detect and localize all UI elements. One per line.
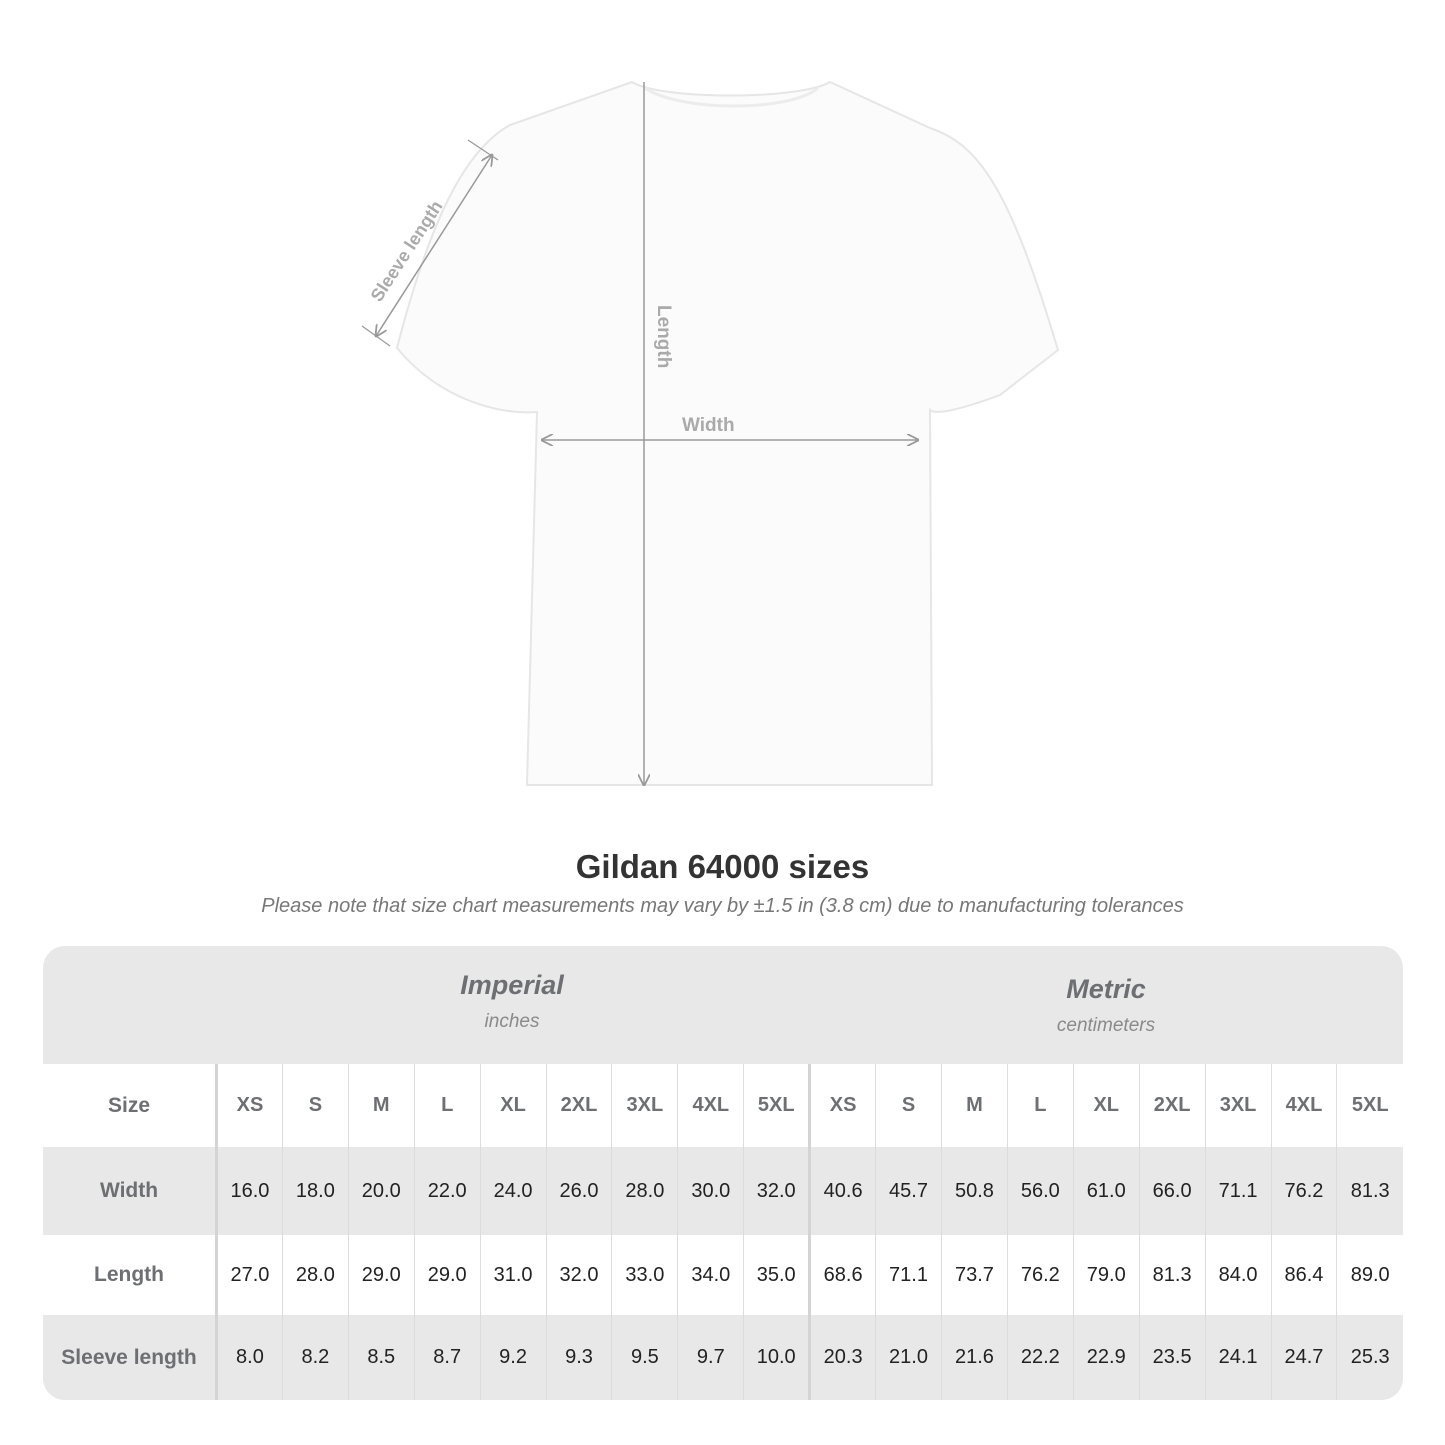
metric-value: 45.7: [875, 1147, 942, 1235]
imperial-size-3xl: 3XL: [611, 1064, 678, 1147]
imperial-title: Imperial: [460, 970, 564, 1000]
metric-value: 81.3: [1138, 1235, 1206, 1315]
metric-unit: centimeters: [1056, 1015, 1156, 1036]
size-header-row: Size XS S M L XL 2XL 3XL 4XL 5XL XS S M L XL 2XL 3XL 4XL 5…: [43, 1064, 1403, 1147]
imperial-value: 8.7: [413, 1315, 481, 1400]
imperial-value: 32.0: [545, 1235, 612, 1315]
imperial-value: 26.0: [545, 1147, 612, 1235]
imperial-size-5xl: 5XL: [743, 1064, 810, 1147]
metric-size-xs: XS: [808, 1064, 876, 1147]
imperial-value: 29.0: [413, 1235, 481, 1315]
imperial-value: 20.0: [347, 1147, 415, 1235]
imperial-value: 31.0: [479, 1235, 547, 1315]
width-label: Width: [682, 415, 735, 436]
imperial-header: Imperial inches: [215, 970, 809, 1088]
imperial-size-l: L: [413, 1064, 481, 1147]
imperial-value: 27.0: [216, 1235, 283, 1315]
table-row: Width 16.0 18.0 20.0 22.0 24.0 26.0 28.0 30.0 32.…: [43, 1147, 1403, 1235]
metric-value: 73.7: [940, 1235, 1008, 1315]
sleeve-arrow: [376, 155, 492, 336]
row-label: Length: [43, 1235, 218, 1315]
metric-value: 24.7: [1270, 1315, 1337, 1400]
imperial-value: 9.7: [677, 1315, 744, 1400]
metric-size-l: L: [1006, 1064, 1074, 1147]
metric-value: 61.0: [1072, 1147, 1140, 1235]
table-row: Length 27.0 28.0 29.0 29.0 31.0 32.0 33.0 34.0 35…: [43, 1235, 1403, 1315]
metric-title: Metric: [1066, 974, 1146, 1004]
tolerance-note: Please note that size chart measurements…: [261, 895, 1184, 917]
imperial-size-xs: XS: [216, 1064, 283, 1147]
imperial-value: 33.0: [611, 1235, 678, 1315]
metric-size-s: S: [875, 1064, 942, 1147]
imperial-size-4xl: 4XL: [677, 1064, 744, 1147]
imperial-value: 10.0: [743, 1315, 810, 1400]
imperial-size-m: M: [347, 1064, 415, 1147]
imperial-value: 9.3: [545, 1315, 612, 1400]
imperial-value: 32.0: [743, 1147, 810, 1235]
tshirt-diagram: Sleeve length Length Width: [361, 80, 1060, 830]
imperial-value: 9.2: [479, 1315, 547, 1400]
metric-size-m: M: [940, 1064, 1008, 1147]
metric-size-2xl: 2XL: [1138, 1064, 1206, 1147]
metric-value: 89.0: [1336, 1235, 1403, 1315]
metric-value: 23.5: [1138, 1315, 1206, 1400]
metric-size-3xl: 3XL: [1204, 1064, 1271, 1147]
metric-value: 40.6: [808, 1147, 876, 1235]
length-label: Length: [653, 305, 674, 368]
row-label: Width: [43, 1147, 218, 1235]
metric-value: 24.1: [1204, 1315, 1271, 1400]
imperial-size-s: S: [281, 1064, 349, 1147]
metric-size-5xl: 5XL: [1336, 1064, 1403, 1147]
metric-value: 22.2: [1006, 1315, 1074, 1400]
imperial-value: 16.0: [216, 1147, 283, 1235]
metric-value: 76.2: [1006, 1235, 1074, 1315]
imperial-value: 18.0: [281, 1147, 349, 1235]
metric-value: 56.0: [1006, 1147, 1074, 1235]
size-grid: Size XS S M L XL 2XL 3XL 4XL 5XL XS S M L XL 2XL 3XL 4XL 5…: [43, 1064, 1403, 1400]
metric-size-4xl: 4XL: [1270, 1064, 1337, 1147]
imperial-unit: inches: [484, 1011, 540, 1032]
metric-value: 21.6: [940, 1315, 1008, 1400]
metric-value: 25.3: [1336, 1315, 1403, 1400]
imperial-value: 8.0: [216, 1315, 283, 1400]
metric-value: 84.0: [1204, 1235, 1271, 1315]
imperial-value: 22.0: [413, 1147, 481, 1235]
metric-value: 21.0: [875, 1315, 942, 1400]
metric-header: Metric centimeters: [809, 974, 1403, 1092]
metric-value: 22.9: [1072, 1315, 1140, 1400]
table-row: Sleeve length 8.0 8.2 8.5 8.7 9.2 9.3 9.5 9.7 10.…: [43, 1315, 1403, 1400]
metric-value: 71.1: [875, 1235, 942, 1315]
size-table: Imperial inches Metric centimeters Size X…: [43, 946, 1403, 1400]
imperial-value: 28.0: [611, 1147, 678, 1235]
row-label: Sleeve length: [43, 1315, 218, 1400]
metric-value: 66.0: [1138, 1147, 1206, 1235]
metric-value: 71.1: [1204, 1147, 1271, 1235]
imperial-value: 24.0: [479, 1147, 547, 1235]
metric-value: 86.4: [1270, 1235, 1337, 1315]
imperial-value: 8.5: [347, 1315, 415, 1400]
metric-value: 68.6: [808, 1235, 876, 1315]
page-title: Gildan 64000 sizes: [575, 848, 870, 885]
imperial-size-2xl: 2XL: [545, 1064, 612, 1147]
size-label: Size: [43, 1064, 218, 1147]
metric-value: 79.0: [1072, 1235, 1140, 1315]
metric-value: 81.3: [1336, 1147, 1403, 1235]
imperial-value: 29.0: [347, 1235, 415, 1315]
metric-value: 50.8: [940, 1147, 1008, 1235]
imperial-value: 8.2: [281, 1315, 349, 1400]
imperial-size-xl: XL: [479, 1064, 547, 1147]
metric-value: 76.2: [1270, 1147, 1337, 1235]
metric-size-xl: XL: [1072, 1064, 1140, 1147]
imperial-value: 34.0: [677, 1235, 744, 1315]
imperial-value: 35.0: [743, 1235, 810, 1315]
imperial-value: 9.5: [611, 1315, 678, 1400]
imperial-value: 30.0: [677, 1147, 744, 1235]
metric-value: 20.3: [808, 1315, 876, 1400]
imperial-value: 28.0: [281, 1235, 349, 1315]
